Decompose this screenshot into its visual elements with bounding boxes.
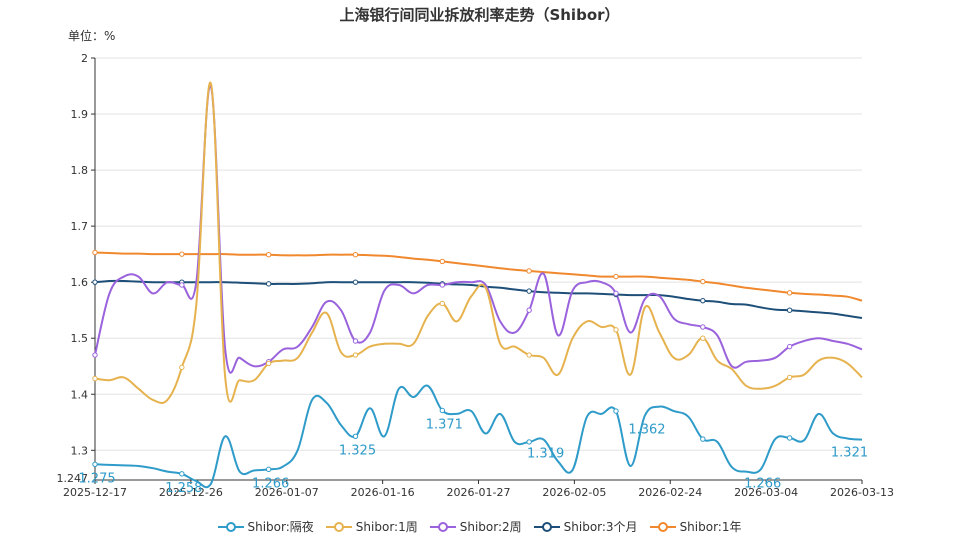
- data-label: 1.319: [527, 447, 564, 462]
- y-tick-label: 1.4: [71, 388, 89, 401]
- series-point: [526, 352, 532, 358]
- y-tick-label: 1.3: [71, 444, 89, 457]
- series-line: [94, 81, 863, 404]
- x-tick-label: 2026-01-07: [255, 486, 319, 499]
- y-axis-unit-label: 单位：%: [68, 29, 116, 43]
- series-point: [265, 466, 272, 473]
- x-tick-label: 2026-02-05: [542, 486, 606, 499]
- series-line: [94, 251, 863, 302]
- series-point: [179, 471, 185, 477]
- series-line: [94, 84, 863, 374]
- series-point: [265, 281, 272, 287]
- series-point: [179, 251, 185, 257]
- legend-item[interactable]: Shibor:3个月: [533, 518, 638, 535]
- data-label: 1.266: [744, 476, 781, 491]
- x-tick-label: 2026-03-04: [734, 486, 798, 499]
- data-label: 1.325: [339, 443, 376, 458]
- series-point: [700, 278, 706, 285]
- series-line: [94, 384, 863, 489]
- series-point: [526, 288, 532, 294]
- x-tick-label: 2026-01-27: [447, 486, 511, 499]
- legend-swatch-icon: [649, 521, 676, 533]
- series-point: [700, 324, 706, 330]
- data-label: 1.321: [831, 446, 868, 461]
- legend-label: Shibor:3个月: [563, 520, 638, 534]
- series-point: [786, 290, 793, 296]
- x-tick-label: 2026-01-16: [351, 486, 415, 499]
- legend-item[interactable]: Shibor:隔夜: [217, 518, 314, 535]
- series-point: [92, 279, 98, 285]
- x-tick-label: 2025-12-17: [63, 486, 127, 499]
- data-label: 1.258: [165, 481, 202, 496]
- legend: Shibor:隔夜 Shibor:1周 Shibor:2周 Shibor:3个月 Shi…: [0, 518, 959, 536]
- series-point: [92, 461, 98, 468]
- y-tick-label: 1.9: [71, 108, 89, 121]
- legend-item[interactable]: Shibor:1年: [649, 518, 742, 535]
- series-point: [439, 407, 446, 414]
- series-point: [786, 435, 793, 441]
- series-point: [352, 433, 359, 439]
- series-point: [92, 249, 98, 256]
- legend-item[interactable]: Shibor:2周: [429, 518, 522, 535]
- series-point: [352, 279, 359, 285]
- series-point: [786, 343, 793, 350]
- series-point: [179, 364, 185, 371]
- series-point: [700, 335, 706, 341]
- data-label: 1.362: [628, 423, 665, 438]
- data-label: 1.266: [252, 476, 289, 491]
- series-point: [92, 352, 98, 358]
- legend-swatch-icon: [429, 521, 456, 533]
- y-tick-label: 1.247: [57, 472, 89, 485]
- series-point: [700, 297, 706, 304]
- legend-label: Shibor:1年: [679, 520, 742, 534]
- series-point: [613, 273, 619, 280]
- data-label: 1.275: [78, 471, 115, 486]
- series-point: [265, 360, 272, 367]
- series-point: [613, 327, 619, 333]
- series-point: [179, 282, 185, 288]
- series-point: [439, 282, 446, 288]
- series-point: [92, 375, 98, 382]
- series-point: [265, 252, 272, 258]
- series-point: [700, 436, 706, 442]
- series-point: [352, 338, 359, 344]
- legend-label: Shibor:1周: [355, 520, 418, 534]
- legend-swatch-icon: [533, 521, 560, 533]
- series-point: [786, 374, 793, 381]
- legend-label: Shibor:隔夜: [247, 520, 314, 534]
- series-lines: [94, 81, 863, 489]
- y-tick-label: 1.7: [71, 220, 89, 233]
- chart-title: 上海银行间同业拆放利率走势（Shibor）: [339, 6, 620, 24]
- legend-swatch-icon: [325, 521, 352, 533]
- y-tick-label: 2: [81, 52, 88, 65]
- series-point: [526, 268, 532, 274]
- legend-label: Shibor:2周: [459, 520, 522, 534]
- series-point: [526, 439, 532, 445]
- series-point: [352, 252, 359, 258]
- series-markers: [92, 249, 793, 477]
- series-point: [439, 300, 446, 307]
- legend-swatch-icon: [217, 521, 244, 533]
- legend-item[interactable]: Shibor:1周: [325, 518, 418, 535]
- series-point: [786, 307, 793, 313]
- x-tick-label: 2025-12-26: [159, 486, 223, 499]
- data-labels: 1.275 1.258 1.266 1.325 1.371 1.319 1.362 1.266…: [78, 418, 868, 496]
- x-tick-label: 2026-02-24: [638, 486, 702, 499]
- series-point: [613, 290, 619, 297]
- series-point: [352, 352, 359, 358]
- x-tick-label: 2026-03-13: [830, 486, 894, 499]
- data-label: 1.371: [426, 418, 463, 433]
- y-tick-label: 1.8: [71, 164, 89, 177]
- series-point: [526, 307, 532, 313]
- y-tick-label: 1.6: [71, 276, 89, 289]
- series-point: [439, 258, 446, 265]
- y-tick-label: 1.5: [71, 332, 89, 345]
- series-point: [613, 408, 619, 414]
